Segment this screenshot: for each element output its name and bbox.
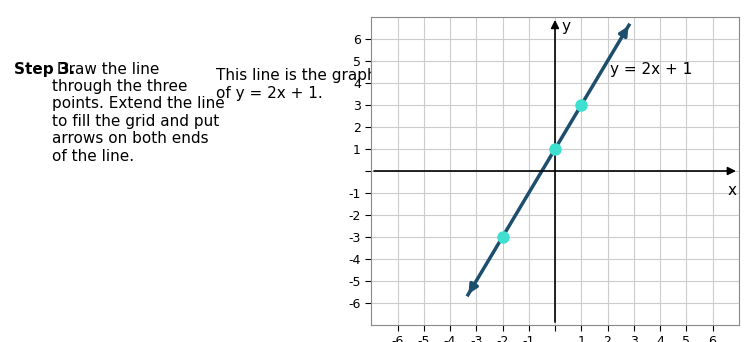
Text: y: y xyxy=(562,19,571,34)
Text: y = 2x + 1: y = 2x + 1 xyxy=(610,62,692,77)
Text: x: x xyxy=(727,183,736,198)
Text: Step 3.: Step 3. xyxy=(14,62,75,77)
Text: Draw the line
through the three
points. Extend the line
to fill the grid and put: Draw the line through the three points. … xyxy=(52,62,224,163)
Text: This line is the graph
of y = 2x + 1.: This line is the graph of y = 2x + 1. xyxy=(216,68,376,101)
